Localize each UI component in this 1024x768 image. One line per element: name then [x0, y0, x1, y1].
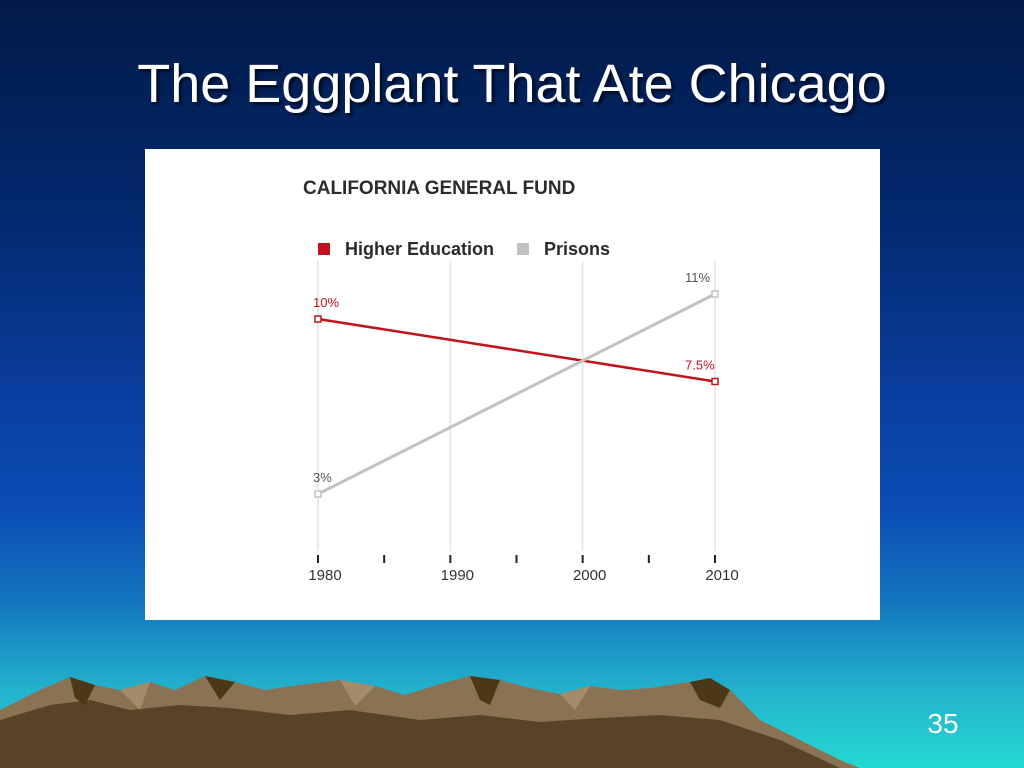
data-point-1-0 [314, 490, 322, 498]
x-tick-label-1: 1990 [441, 567, 474, 584]
slide-number: 35 [927, 708, 959, 739]
legend: Higher Education Prisons [318, 239, 610, 259]
chart: CALIFORNIA GENERAL FUND Higher Education… [303, 178, 739, 584]
series-group: 10% 7.5% 3% 11% [313, 270, 719, 498]
x-tick-label-2: 2000 [573, 567, 606, 584]
chart-panel: CALIFORNIA GENERAL FUND Higher Education… [145, 149, 880, 620]
data-label-1-1: 11% [685, 270, 710, 285]
legend-label-0: Higher Education [345, 239, 494, 259]
x-tick-label-3: 2010 [705, 567, 738, 584]
series-line-0 [317, 317, 716, 383]
series-line-1 [317, 292, 716, 496]
grid [317, 261, 716, 551]
legend-swatch-1 [517, 243, 529, 255]
slide-title: The Eggplant That Ate Chicago [137, 54, 887, 114]
data-point-0-1 [711, 377, 719, 386]
x-axis: 1980 1990 2000 2010 [308, 555, 739, 584]
chart-title: CALIFORNIA GENERAL FUND [303, 178, 575, 199]
x-tick-label-0: 1980 [308, 567, 341, 584]
data-label-0-1: 7.5% [685, 358, 715, 373]
legend-label-1: Prisons [544, 239, 610, 259]
data-label-0-0: 10% [313, 295, 339, 310]
legend-swatch-0 [318, 243, 330, 255]
data-point-0-0 [314, 315, 322, 323]
data-point-1-1 [711, 290, 719, 298]
data-label-1-0: 3% [313, 470, 332, 485]
mountain-range-decoration [0, 676, 860, 768]
